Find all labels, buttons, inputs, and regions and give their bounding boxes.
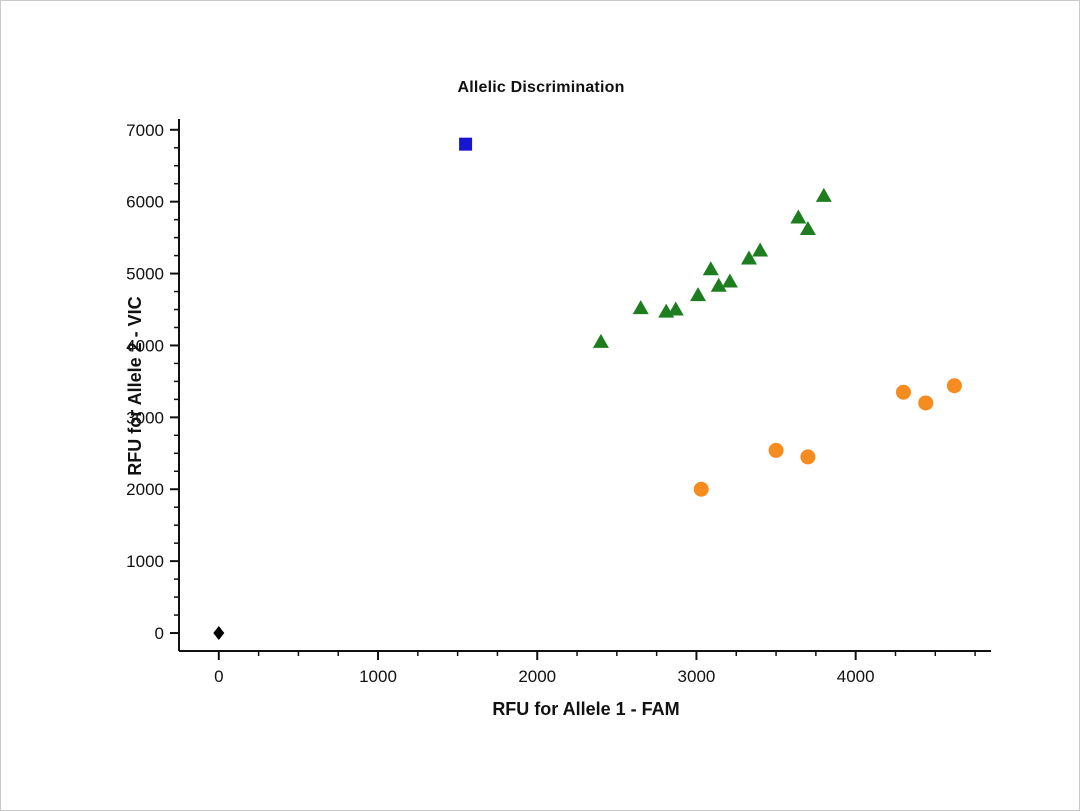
green-triangle-point <box>592 333 609 348</box>
green-triangle-point <box>667 301 684 316</box>
orange-circle-point <box>918 395 934 411</box>
y-tick-label: 6000 <box>126 193 164 212</box>
y-tick-label: 2000 <box>126 480 164 499</box>
chart-title: Allelic Discrimination <box>457 79 625 96</box>
y-tick-label: 1000 <box>126 552 164 571</box>
green-triangle-point <box>690 287 707 302</box>
green-triangle-point <box>752 242 769 257</box>
blue-square-point <box>459 137 473 151</box>
orange-circle-point <box>693 481 709 497</box>
x-tick-label: 2000 <box>518 667 556 686</box>
green-triangle-point <box>740 250 757 265</box>
x-tick-label: 1000 <box>359 667 397 686</box>
orange-circle-point <box>895 384 911 400</box>
green-triangle-point <box>790 209 807 224</box>
x-tick-label: 4000 <box>837 667 875 686</box>
green-triangle-point <box>632 300 649 315</box>
x-tick-label: 0 <box>214 667 223 686</box>
black-diamond-point <box>213 626 225 641</box>
y-tick-label: 5000 <box>126 265 164 284</box>
green-triangle-point <box>721 273 738 288</box>
green-triangle-point <box>799 220 816 235</box>
green-triangle-point <box>815 187 832 202</box>
x-axis-label: RFU for Allele 1 - FAM <box>492 699 680 719</box>
green-triangle-point <box>710 277 727 292</box>
orange-circle-point <box>800 449 816 465</box>
green-triangle-point <box>702 261 719 276</box>
y-tick-label: 0 <box>155 624 164 643</box>
y-axis-label: RFU for Allele 2 - VIC <box>125 296 145 476</box>
orange-circle-point <box>946 378 962 394</box>
y-tick-label: 3000 <box>126 408 164 427</box>
y-tick-label: 7000 <box>126 121 164 140</box>
x-tick-label: 3000 <box>678 667 716 686</box>
orange-circle-point <box>768 442 784 458</box>
y-tick-label: 4000 <box>126 336 164 355</box>
